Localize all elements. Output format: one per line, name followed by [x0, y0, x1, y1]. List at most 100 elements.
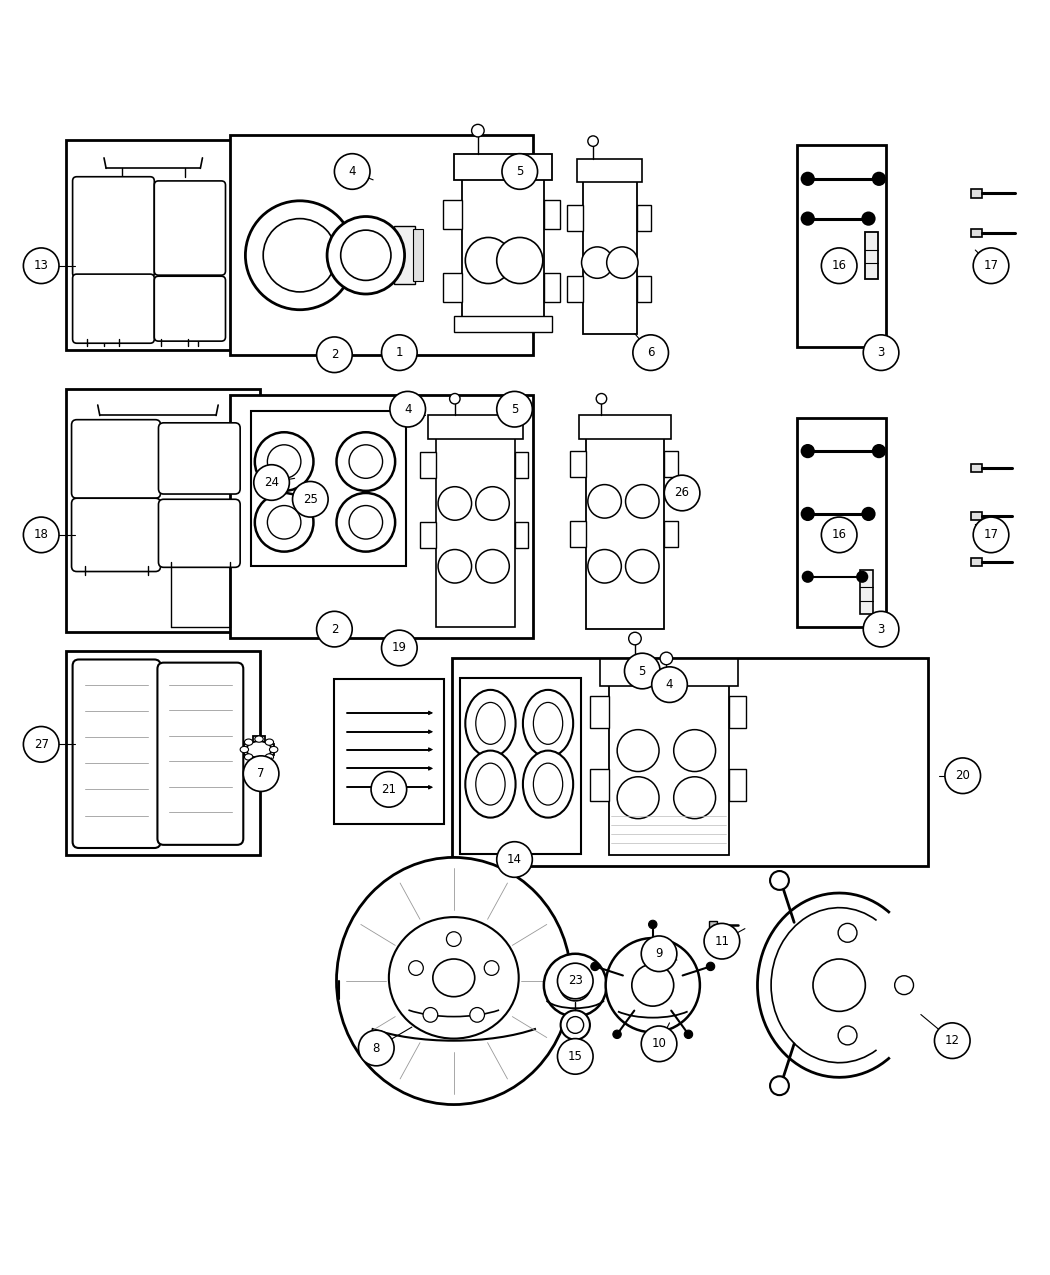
FancyBboxPatch shape: [159, 423, 240, 493]
Ellipse shape: [328, 217, 404, 295]
Circle shape: [558, 963, 593, 998]
Ellipse shape: [588, 484, 622, 518]
Ellipse shape: [588, 550, 622, 583]
Circle shape: [293, 482, 328, 518]
Circle shape: [625, 653, 660, 689]
Circle shape: [705, 923, 739, 959]
Ellipse shape: [438, 550, 471, 583]
Ellipse shape: [770, 1076, 789, 1095]
Ellipse shape: [613, 1030, 622, 1039]
Ellipse shape: [873, 172, 885, 185]
Text: 24: 24: [264, 476, 279, 490]
Ellipse shape: [523, 751, 573, 817]
Ellipse shape: [465, 237, 511, 283]
Ellipse shape: [270, 746, 278, 752]
Text: 8: 8: [373, 1042, 380, 1054]
Circle shape: [497, 842, 532, 877]
Circle shape: [863, 335, 899, 371]
Text: 10: 10: [652, 1038, 667, 1051]
Bar: [544, 200, 560, 230]
Circle shape: [973, 518, 1009, 552]
Ellipse shape: [255, 757, 264, 764]
Text: 23: 23: [568, 974, 583, 988]
Ellipse shape: [255, 736, 264, 742]
Bar: [570, 451, 586, 477]
Circle shape: [23, 247, 59, 283]
Ellipse shape: [873, 445, 885, 458]
Text: 17: 17: [984, 259, 999, 273]
Ellipse shape: [533, 764, 563, 805]
Ellipse shape: [649, 921, 657, 928]
Bar: [413, 230, 423, 282]
Ellipse shape: [268, 506, 301, 539]
Ellipse shape: [465, 690, 516, 757]
Circle shape: [973, 247, 1009, 283]
Ellipse shape: [246, 200, 354, 310]
Text: 11: 11: [714, 935, 730, 947]
Text: 15: 15: [568, 1049, 583, 1063]
Ellipse shape: [408, 961, 423, 975]
Bar: [609, 669, 729, 856]
Text: 9: 9: [655, 947, 663, 960]
Ellipse shape: [582, 247, 613, 278]
Bar: [460, 678, 581, 854]
Bar: [865, 232, 878, 279]
FancyBboxPatch shape: [72, 177, 154, 277]
Ellipse shape: [476, 550, 509, 583]
Ellipse shape: [388, 917, 519, 1039]
Ellipse shape: [862, 507, 875, 520]
Bar: [578, 159, 643, 182]
Ellipse shape: [423, 1007, 438, 1023]
Text: 5: 5: [517, 164, 524, 178]
Ellipse shape: [801, 172, 814, 185]
Circle shape: [254, 464, 290, 500]
Text: 27: 27: [34, 738, 48, 751]
Text: 14: 14: [507, 853, 522, 866]
Bar: [570, 521, 586, 547]
Bar: [253, 736, 266, 764]
Text: 16: 16: [832, 259, 846, 273]
Bar: [637, 277, 651, 302]
Circle shape: [371, 771, 406, 807]
Circle shape: [244, 756, 279, 792]
Ellipse shape: [255, 432, 314, 491]
Bar: [66, 652, 260, 856]
Ellipse shape: [588, 136, 598, 147]
Bar: [394, 226, 415, 283]
Ellipse shape: [433, 959, 475, 997]
Ellipse shape: [685, 1030, 693, 1039]
Bar: [452, 658, 928, 866]
Circle shape: [665, 476, 700, 511]
Ellipse shape: [801, 213, 814, 224]
Bar: [454, 154, 552, 180]
Ellipse shape: [471, 125, 484, 136]
Text: 19: 19: [392, 641, 406, 654]
Bar: [971, 511, 982, 520]
Circle shape: [558, 1039, 593, 1075]
Ellipse shape: [567, 1016, 584, 1033]
Text: 5: 5: [511, 403, 519, 416]
Circle shape: [642, 1026, 677, 1062]
Bar: [580, 416, 671, 439]
Ellipse shape: [469, 1007, 484, 1023]
Ellipse shape: [626, 484, 659, 518]
Bar: [420, 453, 436, 478]
Ellipse shape: [264, 218, 336, 292]
Ellipse shape: [802, 571, 813, 581]
Circle shape: [381, 335, 417, 371]
Bar: [710, 922, 717, 929]
Bar: [427, 416, 523, 439]
Circle shape: [821, 247, 857, 283]
Ellipse shape: [336, 857, 571, 1104]
Circle shape: [502, 154, 538, 189]
Ellipse shape: [591, 963, 600, 970]
Bar: [665, 451, 678, 477]
Text: 3: 3: [878, 346, 885, 360]
Ellipse shape: [340, 230, 391, 280]
Ellipse shape: [497, 237, 543, 283]
Ellipse shape: [660, 652, 673, 664]
Bar: [860, 570, 873, 615]
Ellipse shape: [446, 932, 461, 946]
Text: 2: 2: [331, 348, 338, 361]
Text: 21: 21: [381, 783, 396, 796]
